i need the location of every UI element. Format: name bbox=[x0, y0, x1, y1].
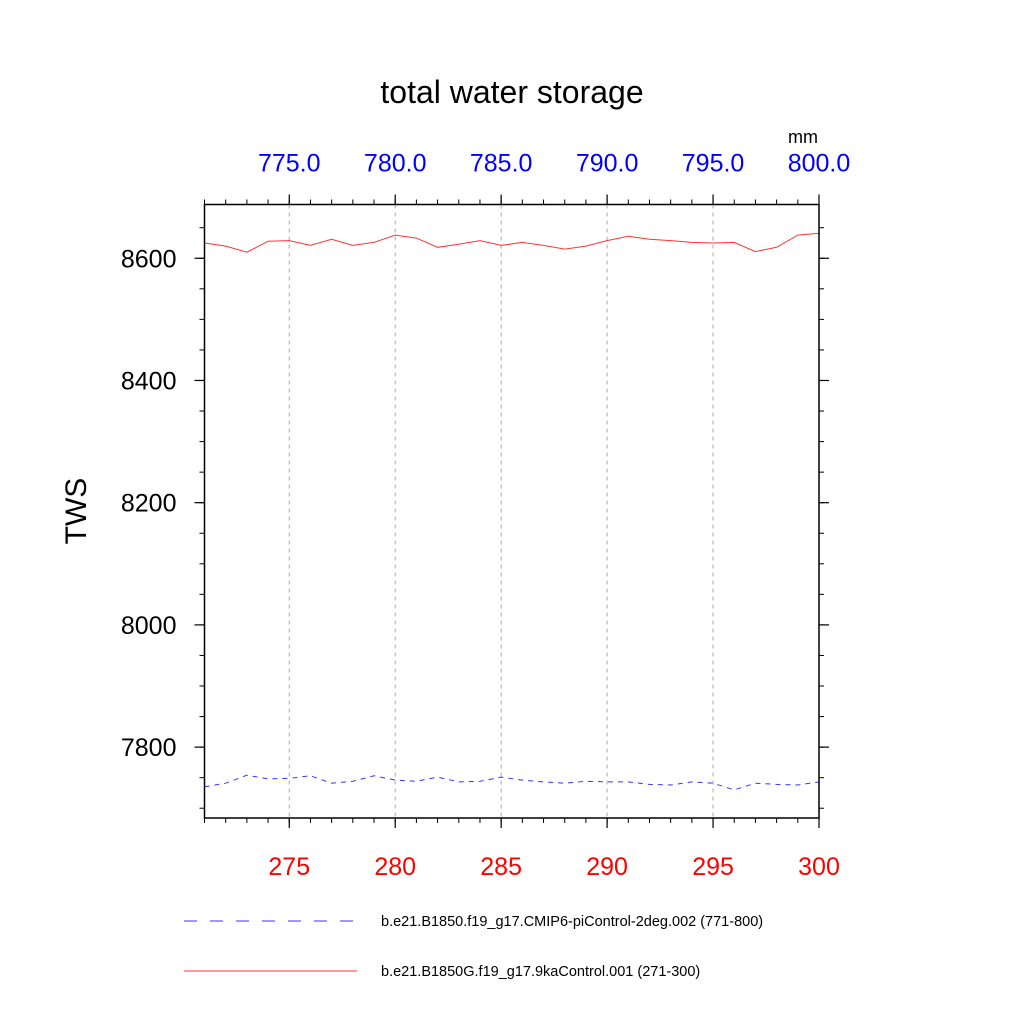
data-point bbox=[585, 246, 586, 247]
data-point bbox=[797, 235, 798, 236]
data-point bbox=[543, 781, 544, 782]
data-point bbox=[479, 781, 480, 782]
data-point bbox=[268, 241, 269, 242]
data-point bbox=[734, 242, 735, 243]
data-point bbox=[352, 781, 353, 782]
x-bottom-tick-label: 295 bbox=[692, 853, 734, 881]
series-line-2 bbox=[204, 232, 820, 253]
data-point bbox=[289, 778, 290, 779]
data-point bbox=[522, 780, 523, 781]
data-point bbox=[713, 783, 714, 784]
data-point bbox=[501, 777, 502, 778]
chart-title: total water storage bbox=[380, 74, 643, 110]
data-point bbox=[416, 238, 417, 239]
data-point bbox=[564, 249, 565, 250]
series-line-1 bbox=[204, 774, 820, 791]
data-point bbox=[437, 777, 438, 778]
x-bottom-tick-label: 290 bbox=[586, 853, 628, 881]
data-point bbox=[458, 244, 459, 245]
data-point bbox=[310, 245, 311, 246]
data-point bbox=[437, 247, 438, 248]
y-tick-label: 8200 bbox=[121, 490, 177, 518]
x-bottom-tick-label: 300 bbox=[798, 853, 840, 881]
units-label: mm bbox=[788, 127, 818, 147]
legend-label: b.e21.B1850.f19_g17.CMIP6-piControl-2deg… bbox=[381, 914, 763, 930]
y-tick-label: 7800 bbox=[121, 734, 177, 762]
data-point bbox=[713, 242, 714, 243]
data-point bbox=[522, 242, 523, 243]
x-top-tick-label: 790.0 bbox=[576, 150, 639, 178]
data-point bbox=[776, 784, 777, 785]
data-point bbox=[628, 236, 629, 237]
data-point bbox=[310, 775, 311, 776]
data-point bbox=[352, 245, 353, 246]
data-point bbox=[649, 239, 650, 240]
data-point bbox=[649, 784, 650, 785]
legend-label: b.e21.B1850G.f19_g17.9kaControl.001 (271… bbox=[381, 964, 700, 980]
data-point bbox=[331, 239, 332, 240]
x-top-tick-label: 785.0 bbox=[470, 150, 533, 178]
data-point bbox=[734, 789, 735, 790]
data-point bbox=[543, 245, 544, 246]
data-point bbox=[755, 783, 756, 784]
x-bottom-tick-label: 275 bbox=[268, 853, 310, 881]
data-point bbox=[564, 783, 565, 784]
data-point bbox=[331, 783, 332, 784]
y-axis-label: TWS bbox=[60, 478, 93, 545]
data-point bbox=[501, 245, 502, 246]
data-point bbox=[670, 785, 671, 786]
data-point bbox=[246, 775, 247, 776]
data-point bbox=[585, 781, 586, 782]
data-point bbox=[225, 246, 226, 247]
data-point bbox=[395, 780, 396, 781]
data-point bbox=[374, 242, 375, 243]
data-point bbox=[416, 781, 417, 782]
data-point bbox=[225, 783, 226, 784]
x-top-tick-label: 780.0 bbox=[364, 150, 427, 178]
data-point bbox=[755, 251, 756, 252]
plot-frame bbox=[203, 203, 820, 819]
data-point bbox=[289, 240, 290, 241]
data-point bbox=[458, 781, 459, 782]
y-tick-label: 8400 bbox=[121, 367, 177, 395]
x-bottom-tick-label: 280 bbox=[374, 853, 416, 881]
data-point bbox=[607, 240, 608, 241]
x-bottom-tick-label: 285 bbox=[480, 853, 522, 881]
data-point bbox=[268, 778, 269, 779]
x-top-tick-label: 800.0 bbox=[788, 150, 851, 178]
data-point bbox=[691, 781, 692, 782]
data-point bbox=[374, 775, 375, 776]
y-tick-label: 8000 bbox=[121, 612, 177, 640]
data-point bbox=[607, 781, 608, 782]
data-point bbox=[479, 240, 480, 241]
data-point bbox=[628, 781, 629, 782]
x-top-tick-label: 775.0 bbox=[258, 150, 321, 178]
y-tick-label: 8600 bbox=[121, 245, 177, 273]
data-point bbox=[776, 247, 777, 248]
data-point bbox=[670, 240, 671, 241]
data-point bbox=[395, 235, 396, 236]
data-point bbox=[691, 242, 692, 243]
data-point bbox=[246, 252, 247, 253]
x-top-tick-label: 795.0 bbox=[682, 150, 745, 178]
data-point bbox=[797, 785, 798, 786]
